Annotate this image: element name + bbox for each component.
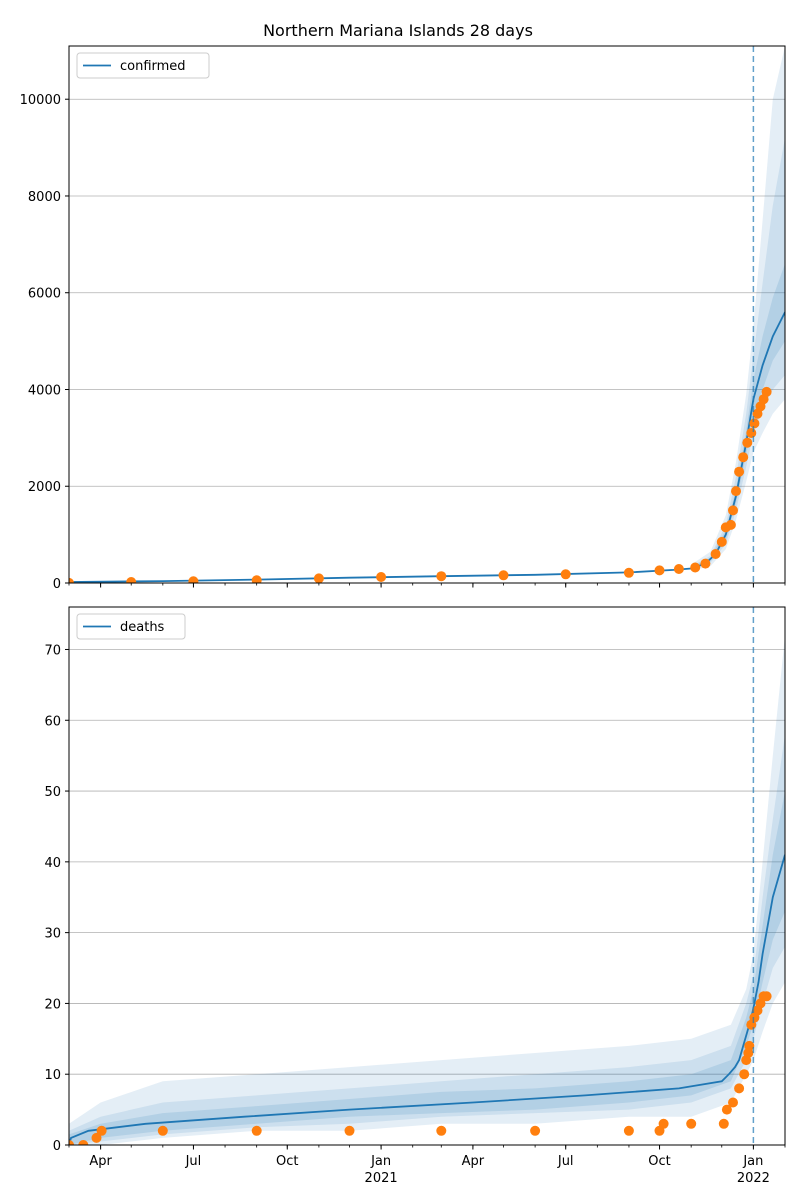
observed-point	[313, 573, 324, 583]
y-tick-label: 6000	[28, 287, 61, 302]
y-tick-label: 50	[44, 785, 61, 800]
observed-point	[728, 1097, 738, 1108]
deaths-model-line	[69, 854, 785, 1145]
y-tick-label: 10	[44, 1068, 61, 1083]
x-tick-label: Oct	[648, 1154, 670, 1169]
confirmed-legend: confirmed	[76, 52, 210, 79]
observed-point	[436, 571, 447, 582]
uncertainty-band-inner	[691, 263, 785, 570]
observed-point	[761, 386, 772, 397]
chart-title: Northern Mariana Islands 28 days	[263, 21, 533, 40]
x-tick-label: Oct	[276, 1154, 298, 1169]
observed-point	[654, 565, 665, 576]
observed-point	[376, 572, 387, 582]
observed-point	[96, 1125, 107, 1136]
observed-point	[69, 1140, 74, 1145]
observed-point	[716, 536, 727, 547]
deaths-legend: deaths	[76, 613, 186, 640]
observed-point	[710, 549, 721, 559]
observed-point	[746, 428, 757, 438]
observed-point	[673, 564, 684, 574]
observed-point	[686, 1118, 697, 1129]
y-tick-label: 8000	[28, 190, 61, 205]
confirmed-model-line	[69, 311, 785, 583]
observed-point	[721, 1104, 732, 1115]
x-tick-label: Jul	[185, 1154, 202, 1169]
observed-point	[742, 437, 753, 448]
observed-point	[623, 1125, 634, 1136]
observed-point	[251, 575, 262, 583]
observed-point	[436, 1125, 447, 1136]
x-tick-year-label: 2021	[365, 1171, 398, 1186]
y-tick-label: 10000	[20, 93, 61, 108]
uncertainty-band-outer	[691, 46, 785, 571]
uncertainty-band-outer	[69, 635, 785, 1145]
y-tick-label: 30	[44, 927, 61, 942]
observed-point	[658, 1118, 669, 1129]
y-tick-label: 20	[44, 997, 61, 1012]
deaths-panel: 0 10 20 30 40 50 60 70 Apr Jul Oct Jan 2021 Apr Jul Oct…	[44, 606, 786, 1186]
x-tick-year-label: 2022	[737, 1171, 770, 1186]
y-tick-label: 2000	[28, 480, 61, 495]
observed-point	[344, 1125, 355, 1136]
y-tick-label: 0	[53, 1139, 61, 1154]
y-tick-label: 0	[53, 577, 61, 592]
observed-point	[725, 519, 736, 530]
plot-area	[69, 46, 785, 583]
observed-point	[749, 418, 760, 429]
observed-point	[126, 577, 137, 583]
axes-frame	[68, 45, 786, 584]
observed-point	[530, 1125, 541, 1136]
observed-point	[560, 569, 571, 580]
observed-point	[739, 1069, 750, 1080]
legend-box	[76, 613, 186, 640]
observed-point	[69, 577, 74, 583]
observed-point	[728, 505, 738, 516]
observed-point	[700, 558, 711, 569]
plot-area	[69, 635, 785, 1145]
observed-point	[761, 991, 772, 1002]
legend-box	[76, 52, 210, 79]
observed-point	[623, 567, 634, 578]
observed-point	[498, 570, 509, 581]
confirmed-panel: 0 2000 4000 6000 8000 10000 confirmed	[20, 45, 786, 592]
y-tick-label: 70	[44, 643, 61, 658]
observed-point	[731, 486, 741, 497]
x-tick-label: Jan	[370, 1154, 391, 1169]
legend-label: deaths	[120, 620, 165, 635]
observed-point	[744, 1040, 755, 1051]
x-tick-label: Apr	[462, 1154, 485, 1169]
x-tick-label: Jul	[557, 1154, 574, 1169]
observed-point	[690, 562, 701, 573]
observed-point	[738, 452, 749, 463]
x-tick-label: Jan	[742, 1154, 763, 1169]
observed-point	[251, 1125, 262, 1136]
observed-point	[157, 1125, 168, 1136]
observed-point	[78, 1140, 89, 1145]
legend-label: confirmed	[120, 59, 186, 74]
y-tick-label: 60	[44, 714, 61, 729]
y-tick-label: 40	[44, 856, 61, 871]
observed-point	[91, 1132, 102, 1143]
observed-point	[734, 1083, 745, 1094]
axes-frame	[68, 606, 786, 1146]
observed-point	[718, 1118, 729, 1129]
x-tick-label: Apr	[89, 1154, 112, 1169]
observed-point	[734, 466, 745, 477]
y-tick-label: 4000	[28, 383, 61, 398]
observed-point	[188, 576, 199, 583]
